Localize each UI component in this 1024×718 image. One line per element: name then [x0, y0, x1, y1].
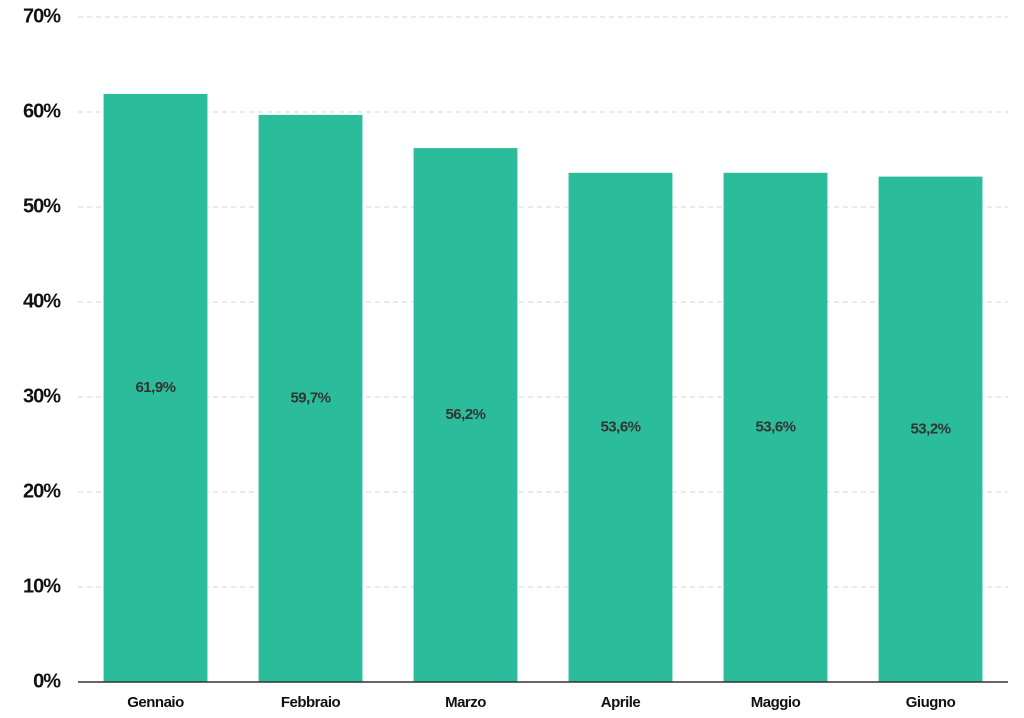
data-label: 53,2% [910, 420, 950, 437]
x-tick-label: Giugno [906, 694, 956, 711]
y-tick-label: 0% [33, 670, 61, 692]
y-tick-label: 40% [23, 290, 61, 312]
bar [878, 176, 983, 682]
y-tick-label: 20% [23, 480, 61, 502]
bar [103, 93, 208, 682]
data-label: 59,7% [290, 389, 330, 406]
x-tick-label: Maggio [751, 694, 801, 711]
y-tick-label: 30% [23, 385, 61, 407]
data-label: 61,9% [135, 379, 175, 396]
bar [723, 172, 828, 683]
bar [568, 172, 673, 683]
y-tick-label: 70% [23, 5, 61, 27]
y-tick-label: 50% [23, 195, 61, 217]
data-label: 56,2% [445, 406, 485, 423]
y-tick-label: 60% [23, 100, 61, 122]
x-tick-label: Aprile [601, 694, 641, 711]
bar [258, 114, 363, 683]
x-tick-label: Febbraio [281, 694, 341, 711]
data-label: 53,6% [755, 418, 795, 435]
data-label: 53,6% [600, 418, 640, 435]
y-tick-label: 10% [23, 575, 61, 597]
bar [413, 148, 518, 683]
x-tick-label: Gennaio [127, 694, 184, 711]
x-tick-label: Marzo [445, 694, 486, 711]
